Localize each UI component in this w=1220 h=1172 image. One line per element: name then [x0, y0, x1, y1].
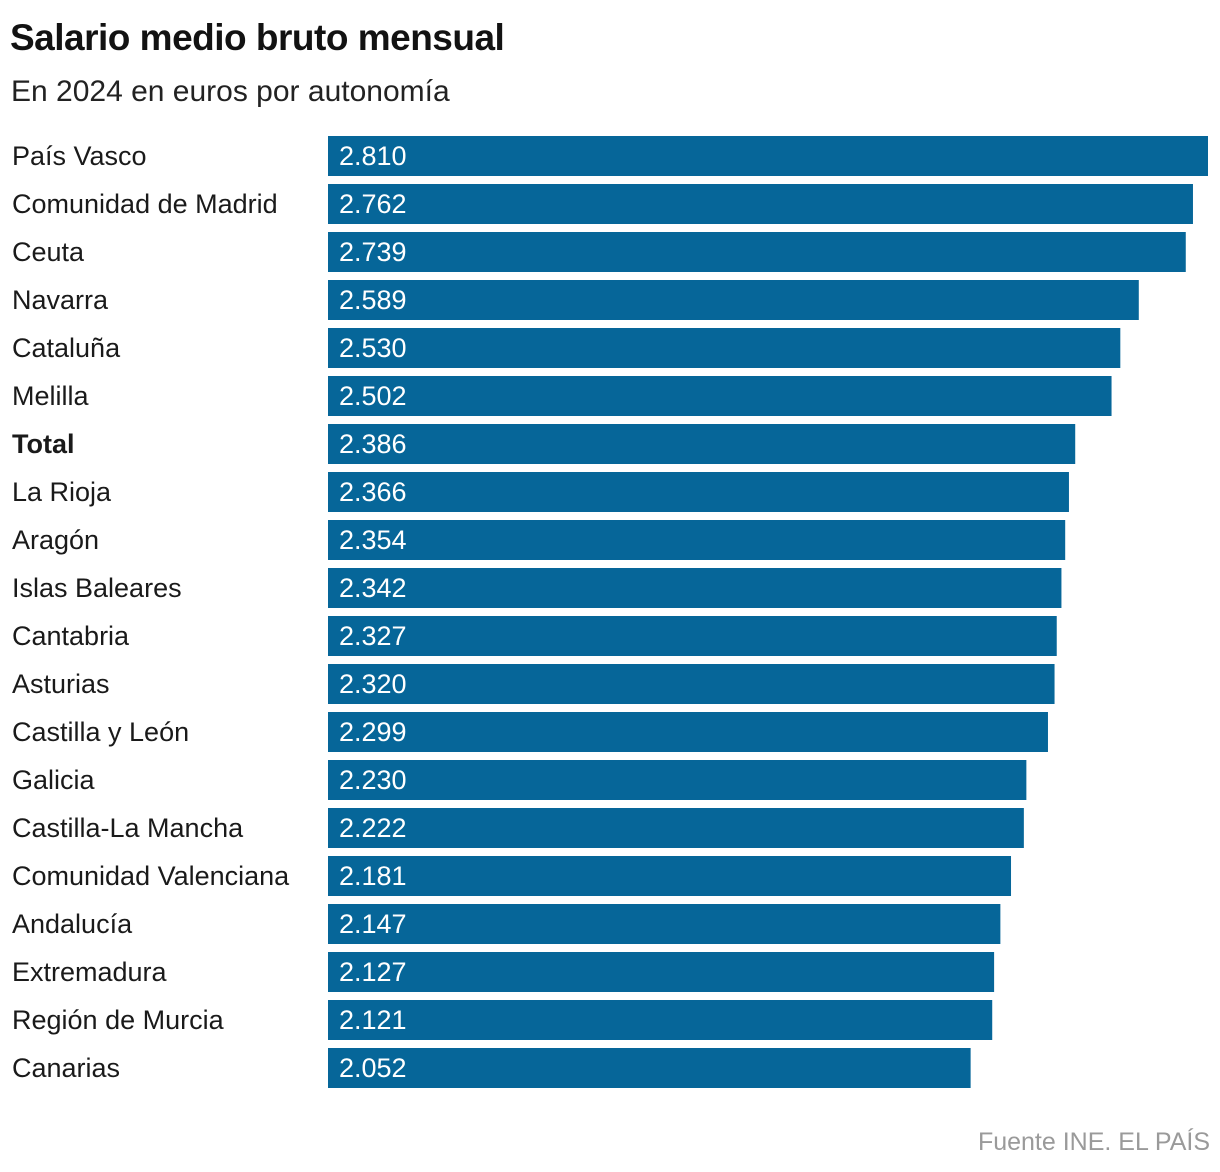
category-label: Total — [12, 429, 75, 459]
bar — [328, 616, 1057, 656]
bar — [328, 520, 1066, 560]
value-label: 2.320 — [339, 669, 407, 699]
category-label: Canarias — [12, 1053, 120, 1083]
category-label: Extremadura — [12, 957, 168, 987]
value-label: 2.121 — [339, 1005, 407, 1035]
value-label: 2.530 — [339, 333, 407, 363]
category-label: Islas Baleares — [12, 573, 182, 603]
value-label: 2.147 — [339, 909, 407, 939]
value-label: 2.327 — [339, 621, 407, 651]
value-label: 2.386 — [339, 429, 407, 459]
category-label: Andalucía — [12, 909, 133, 939]
category-label: Castilla y León — [12, 717, 189, 747]
value-label: 2.299 — [339, 717, 407, 747]
value-label: 2.052 — [339, 1053, 407, 1083]
value-label: 2.127 — [339, 957, 407, 987]
value-label: 2.810 — [339, 141, 407, 171]
bar — [328, 1000, 993, 1040]
bar — [328, 232, 1186, 272]
value-label: 2.354 — [339, 525, 407, 555]
category-label: Castilla-La Mancha — [12, 813, 244, 843]
bar — [328, 712, 1048, 752]
bar — [328, 856, 1012, 896]
category-label: Cataluña — [12, 333, 121, 363]
bar — [328, 760, 1027, 800]
bar — [328, 568, 1062, 608]
value-label: 2.366 — [339, 477, 407, 507]
chart-title: Salario medio bruto mensual — [10, 17, 505, 58]
category-label: País Vasco — [12, 141, 147, 171]
value-label: 2.589 — [339, 285, 407, 315]
bar — [328, 184, 1193, 224]
bar — [328, 952, 995, 992]
value-label: 2.342 — [339, 573, 407, 603]
bar — [328, 376, 1112, 416]
bar — [328, 328, 1121, 368]
category-label: Asturias — [12, 669, 110, 699]
category-label: Melilla — [12, 381, 90, 411]
bar — [328, 904, 1001, 944]
category-label: Navarra — [12, 285, 109, 315]
bar — [328, 808, 1024, 848]
value-label: 2.762 — [339, 189, 407, 219]
bar — [328, 1048, 971, 1088]
value-label: 2.230 — [339, 765, 407, 795]
category-label: Aragón — [12, 525, 99, 555]
category-label: Galicia — [12, 765, 96, 795]
category-label: Comunidad Valenciana — [12, 861, 290, 891]
bar — [328, 136, 1208, 176]
bar — [328, 424, 1076, 464]
source-note: Fuente INE. EL PAÍS — [977, 1128, 1210, 1156]
category-label: Región de Murcia — [12, 1005, 225, 1035]
value-label: 2.181 — [339, 861, 407, 891]
bar — [328, 280, 1139, 320]
value-label: 2.739 — [339, 237, 407, 267]
value-label: 2.502 — [339, 381, 407, 411]
value-label: 2.222 — [339, 813, 407, 843]
bar — [328, 472, 1069, 512]
bar — [328, 664, 1055, 704]
category-label: Ceuta — [12, 237, 85, 267]
category-label: La Rioja — [12, 477, 112, 507]
category-label: Comunidad de Madrid — [12, 189, 278, 219]
category-label: Cantabria — [12, 621, 130, 651]
chart-subtitle: En 2024 en euros por autonomía — [11, 75, 450, 108]
